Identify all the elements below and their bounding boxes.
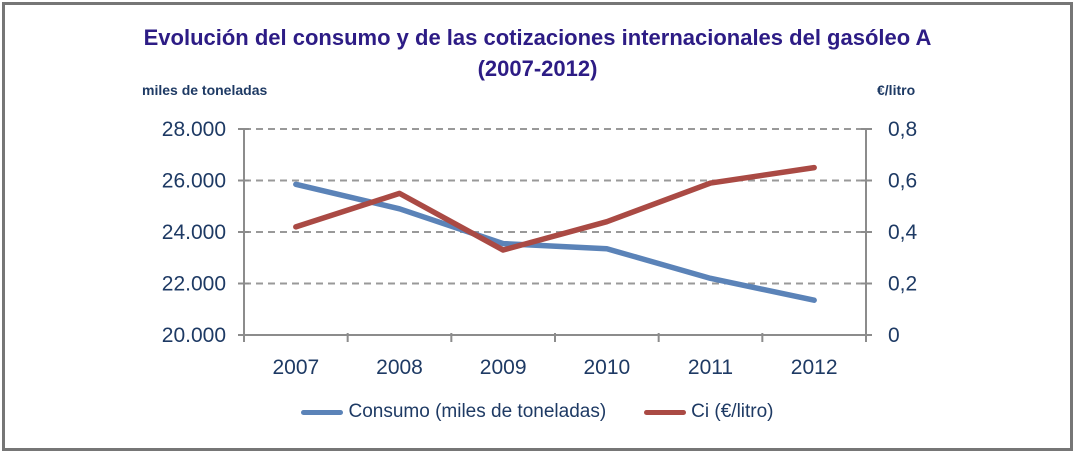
y-axis-right-tick-label: 0,6	[888, 170, 917, 193]
y-axis-right-tick-label: 0,8	[888, 118, 917, 141]
x-axis-tick-label: 2011	[688, 356, 733, 379]
x-axis-tick-label: 2009	[480, 356, 527, 379]
legend-swatch-consumo	[301, 409, 344, 415]
chart-title-line1: Evolución del consumo y de las cotizacio…	[143, 25, 932, 50]
y-axis-left-tick-label: 28.000	[162, 118, 226, 141]
chart-title: Evolución del consumo y de las cotizacio…	[0, 22, 1075, 84]
x-axis-tick-label: 2008	[376, 356, 423, 379]
y-axis-right-tick-label: 0	[888, 324, 900, 347]
y-axis-left-tick-label: 24.000	[162, 221, 226, 244]
y-axis-left-tick-label: 26.000	[162, 170, 226, 193]
x-axis-tick-label: 2012	[791, 356, 838, 379]
y-axis-left-tick-label: 22.000	[162, 273, 226, 296]
x-axis-tick-label: 2007	[272, 356, 319, 379]
y-axis-left-tick-label: 20.000	[162, 324, 226, 347]
legend-item-consumo: Consumo (miles de toneladas)	[301, 401, 606, 423]
legend-label-ci: Ci (€/litro)	[691, 401, 774, 422]
legend: Consumo (miles de toneladas) Ci (€/litro…	[0, 401, 1075, 423]
legend-label-consumo: Consumo (miles de toneladas)	[348, 401, 607, 422]
chart-title-line2: (2007-2012)	[477, 56, 598, 81]
x-axis-tick-label: 2010	[583, 356, 630, 379]
right-axis-unit-label: €/litro	[877, 82, 916, 98]
series-line-consumo	[293, 181, 817, 303]
y-axis-right-tick-label: 0,2	[888, 273, 917, 296]
series-line-ci	[293, 164, 817, 253]
legend-item-ci: Ci (€/litro)	[644, 401, 774, 423]
left-axis-unit-label: miles de toneladas	[142, 82, 268, 98]
legend-swatch-ci	[644, 409, 687, 415]
y-axis-right-tick-label: 0,4	[888, 221, 918, 244]
